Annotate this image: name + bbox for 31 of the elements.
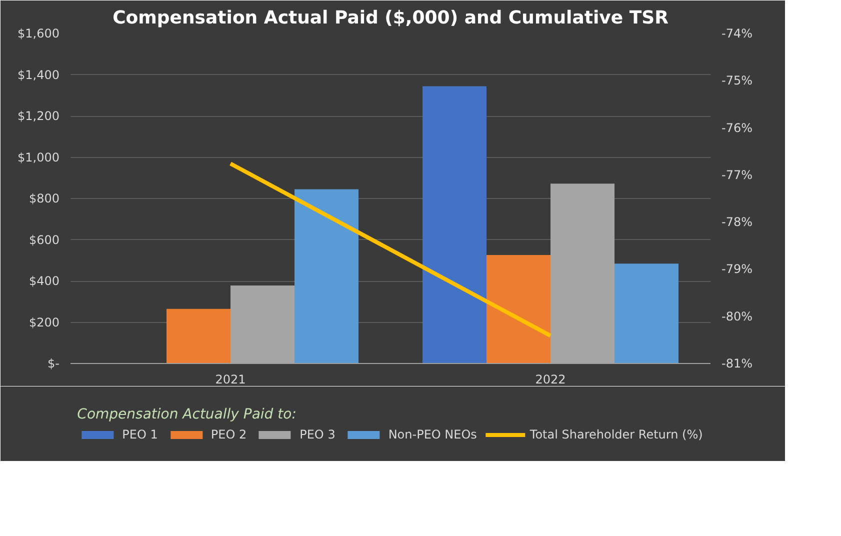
legend-label: PEO 3 [300, 427, 336, 441]
y-tick-label: $1,200 [18, 109, 60, 123]
y2-tick-label: -76% [722, 120, 753, 135]
y-tick-label: $1,000 [18, 150, 60, 164]
bar [614, 264, 678, 364]
y-tick-label: $600 [28, 232, 60, 247]
y2-tick-label: -79% [722, 262, 753, 276]
legend-label: PEO 2 [210, 427, 247, 441]
bar [166, 308, 230, 364]
bar [294, 189, 358, 364]
y-tick-label: $800 [28, 192, 60, 206]
y-tick-label: $200 [28, 315, 60, 330]
y-tick-label: $400 [28, 274, 60, 288]
y2-tick-label: -81% [722, 356, 753, 370]
y-tick-label: $1,600 [18, 26, 60, 40]
y2-tick-label: -77% [722, 168, 753, 182]
bar [422, 86, 486, 364]
legend-label: PEO 1 [122, 427, 158, 441]
x-tick-label: 2022 [535, 372, 566, 386]
y-tick-label: $1,400 [18, 68, 60, 82]
y2-tick-label: -74% [722, 26, 753, 40]
bar [486, 255, 550, 364]
x-tick-label: 2021 [215, 372, 246, 386]
chart-title: Compensation Actual Paid ($,000) and Cumulative TSR [112, 8, 669, 28]
y-tick-label: $- [48, 356, 60, 370]
y2-tick-label: -75% [722, 74, 753, 88]
legend-title: Compensation Actually Paid to: [77, 406, 298, 422]
y2-tick-label: -78% [722, 215, 753, 230]
legend-label: Non-PEO NEOs [388, 427, 477, 441]
legend-label: Total Shareholder Return (%) [530, 427, 703, 441]
y2-tick-label: -80% [722, 309, 753, 324]
